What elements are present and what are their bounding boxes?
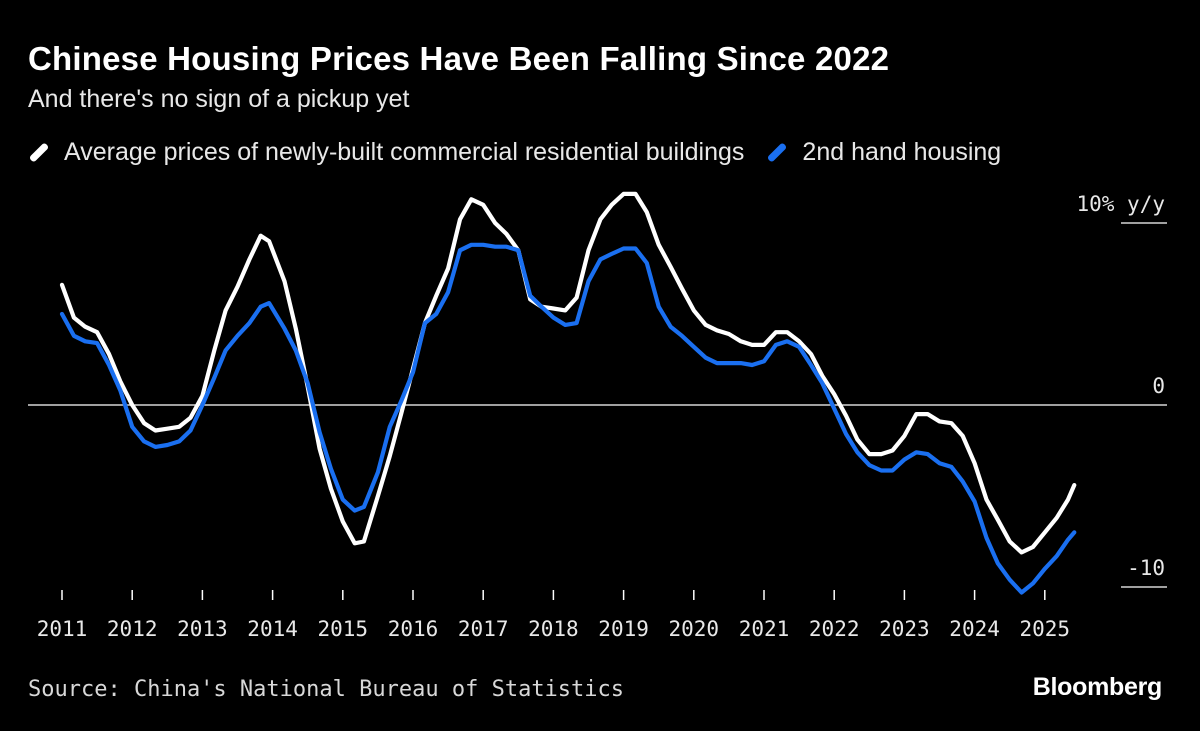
legend-label-new-buildings: Average prices of newly-built commercial…	[64, 138, 745, 166]
series-line-new-buildings	[59, 191, 1077, 555]
legend-label-second-hand: 2nd hand housing	[802, 138, 1002, 166]
legend-item-second-hand: 2nd hand housing	[766, 138, 1001, 167]
x-tick-label-2014: 2014	[247, 617, 298, 641]
x-tick-label-2022: 2022	[809, 617, 860, 641]
y-tick-label--10: -10	[1127, 556, 1165, 580]
x-tick-label-2011: 2011	[37, 617, 88, 641]
series-line-second-hand	[59, 242, 1077, 595]
legend-item-new-buildings: Average prices of newly-built commercial…	[28, 138, 744, 167]
x-tick-label-2023: 2023	[879, 617, 930, 641]
x-tick-label-2019: 2019	[598, 617, 649, 641]
bloomberg-logo: Bloomberg	[1032, 673, 1163, 701]
x-tick-label-2015: 2015	[318, 617, 369, 641]
chart-subtitle: And there's no sign of a pickup yet	[28, 85, 410, 113]
chart-legend: Average prices of newly-built commercial…	[28, 138, 1023, 167]
y-tick-label-0: 0	[1152, 374, 1165, 398]
x-tick-label-2013: 2013	[177, 617, 228, 641]
x-tick-label-2024: 2024	[949, 617, 1000, 641]
x-tick-label-2018: 2018	[528, 617, 579, 641]
y-tick-label-10: 10% y/y	[1076, 192, 1165, 216]
source-note: Source: China's National Bureau of Stati…	[28, 677, 625, 702]
x-tick-label-2016: 2016	[388, 617, 439, 641]
x-tick-label-2025: 2025	[1020, 617, 1071, 641]
x-tick-label-2021: 2021	[739, 617, 790, 641]
x-tick-label-2020: 2020	[669, 617, 720, 641]
x-tick-label-2017: 2017	[458, 617, 509, 641]
x-tick-label-2012: 2012	[107, 617, 158, 641]
chart-title: Chinese Housing Prices Have Been Falling…	[28, 40, 890, 77]
